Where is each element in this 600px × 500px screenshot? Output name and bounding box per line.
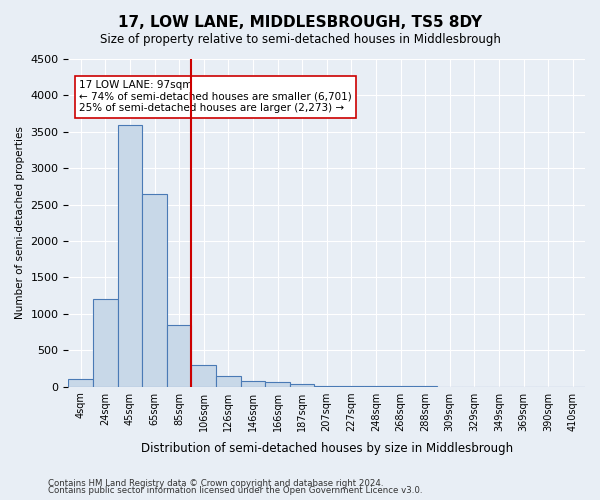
Bar: [191, 364, 216, 386]
Bar: [142, 194, 167, 386]
Bar: [167, 324, 191, 386]
Text: 17, LOW LANE, MIDDLESBROUGH, TS5 8DY: 17, LOW LANE, MIDDLESBROUGH, TS5 8DY: [118, 15, 482, 30]
Bar: [241, 380, 265, 386]
Bar: [93, 299, 118, 386]
Text: Size of property relative to semi-detached houses in Middlesbrough: Size of property relative to semi-detach…: [100, 32, 500, 46]
Bar: [68, 379, 93, 386]
Text: 17 LOW LANE: 97sqm
← 74% of semi-detached houses are smaller (6,701)
25% of semi: 17 LOW LANE: 97sqm ← 74% of semi-detache…: [79, 80, 352, 114]
Bar: [265, 382, 290, 386]
Text: Contains public sector information licensed under the Open Government Licence v3: Contains public sector information licen…: [48, 486, 422, 495]
Bar: [118, 124, 142, 386]
Bar: [216, 376, 241, 386]
Bar: [290, 384, 314, 386]
Y-axis label: Number of semi-detached properties: Number of semi-detached properties: [15, 126, 25, 319]
X-axis label: Distribution of semi-detached houses by size in Middlesbrough: Distribution of semi-detached houses by …: [140, 442, 513, 455]
Text: Contains HM Land Registry data © Crown copyright and database right 2024.: Contains HM Land Registry data © Crown c…: [48, 478, 383, 488]
